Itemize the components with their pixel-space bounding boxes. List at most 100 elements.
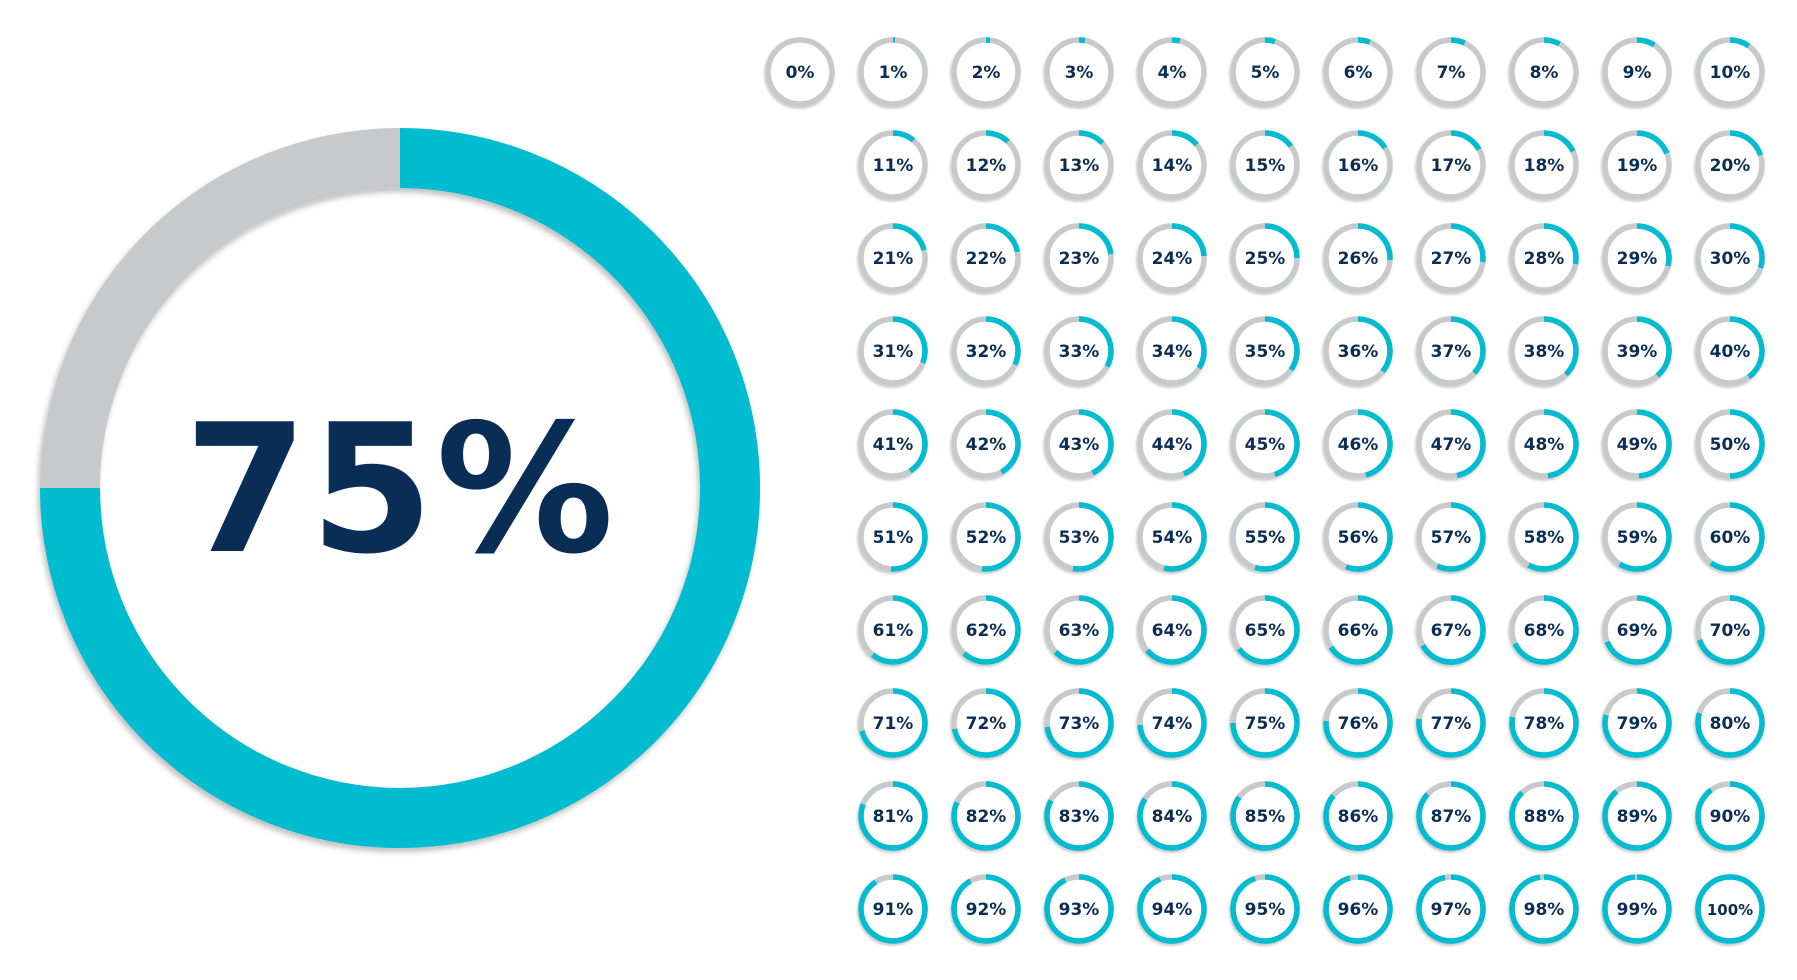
progress-indicator [1695, 688, 1765, 758]
progress-indicator-arc [1604, 595, 1672, 665]
progress-indicator-label: 26% [1338, 249, 1379, 269]
progress-indicator [1230, 130, 1300, 200]
progress-indicator-label: 53% [1059, 528, 1100, 548]
progress-indicator-label: 32% [966, 342, 1007, 362]
progress-indicator [1323, 688, 1393, 758]
progress-indicator-arc [1602, 874, 1672, 944]
progress-indicator [1137, 502, 1207, 572]
progress-indicator [1416, 781, 1486, 851]
progress-indicator [1323, 316, 1393, 386]
progress-indicator-label: 70% [1710, 621, 1751, 641]
progress-indicator [1044, 130, 1114, 200]
progress-indicator-arc [1450, 223, 1486, 263]
progress-indicator-label: 2% [972, 63, 1001, 83]
progress-indicator [1323, 874, 1393, 944]
progress-indicator-arc [1527, 502, 1579, 572]
progress-indicator [1602, 130, 1672, 200]
progress-indicator-label: 98% [1524, 900, 1565, 920]
progress-indicator [858, 130, 928, 200]
progress-indicator-arc [1137, 874, 1207, 944]
progress-indicator [1137, 223, 1207, 293]
main-progress-arc [40, 128, 760, 848]
progress-indicator-arc [1416, 874, 1486, 944]
progress-indicator [1230, 502, 1300, 572]
progress-indicator-arc [1729, 316, 1765, 380]
progress-indicator-arc [1509, 781, 1579, 851]
progress-indicator [1509, 595, 1579, 665]
progress-indicator [951, 874, 1021, 944]
progress-indicator-arc [859, 688, 928, 758]
progress-indicator [1323, 223, 1393, 293]
progress-indicator-arc [1618, 502, 1672, 572]
progress-indicator-arc [985, 409, 1021, 475]
progress-indicator-arc [1264, 223, 1300, 259]
progress-indicator-label: 30% [1710, 249, 1751, 269]
progress-indicator [858, 595, 928, 665]
progress-indicator-label: 12% [966, 156, 1007, 176]
progress-indicator-label: 82% [966, 807, 1007, 827]
progress-indicator [1509, 781, 1579, 851]
progress-indicator [1416, 130, 1486, 200]
progress-indicator-arc [985, 316, 1021, 366]
progress-indicator-label: 96% [1338, 900, 1379, 920]
progress-indicator-label: 49% [1617, 435, 1658, 455]
progress-indicator-arc [1044, 874, 1114, 944]
main-progress-label: 75% [184, 386, 616, 593]
progress-indicator-arc [985, 130, 1010, 144]
progress-indicator [1695, 223, 1765, 293]
progress-indicator [1602, 595, 1672, 665]
progress-indicator-arc [892, 130, 916, 143]
progress-indicator [1695, 874, 1765, 944]
progress-indicator [951, 688, 1021, 758]
progress-indicator-arc [1137, 781, 1207, 851]
progress-indicator [1137, 781, 1207, 851]
progress-indicator-arc [1264, 316, 1300, 372]
progress-indicator-arc [1357, 316, 1393, 374]
progress-indicator [1044, 316, 1114, 386]
progress-indicator [1044, 223, 1114, 293]
progress-indicator-arc [1236, 595, 1300, 665]
progress-indicator-label: 93% [1059, 900, 1100, 920]
progress-indicator [1602, 502, 1672, 572]
progress-indicator-arc [1636, 223, 1672, 267]
progress-indicator-arc [1543, 223, 1579, 265]
progress-indicator-arc [1078, 223, 1114, 255]
progress-indicator-label: 38% [1524, 342, 1565, 362]
progress-indicator [1230, 223, 1300, 293]
progress-indicator-label: 37% [1431, 342, 1472, 362]
progress-indicator-label: 39% [1617, 342, 1658, 362]
progress-indicator-label: 34% [1152, 342, 1193, 362]
progress-indicator-arc [890, 502, 928, 572]
progress-indicator-arc [1543, 316, 1579, 377]
progress-indicator [1137, 874, 1207, 944]
progress-indicator-label: 21% [873, 249, 914, 269]
progress-indicator-arc [1171, 223, 1207, 257]
progress-indicator [1044, 781, 1114, 851]
progress-indicator-label: 95% [1245, 900, 1286, 920]
progress-indicator-arc [1636, 130, 1670, 155]
progress-indicator-arc [985, 223, 1021, 253]
progress-indicator-label: 25% [1245, 249, 1286, 269]
progress-indicator-label: 62% [966, 621, 1007, 641]
progress-indicator [1416, 223, 1486, 293]
progress-indicator-label: 11% [873, 156, 914, 176]
progress-indicator-arc [1357, 130, 1388, 150]
progress-indicator [1695, 37, 1765, 107]
progress-indicator [858, 874, 928, 944]
progress-indicator [1230, 781, 1300, 851]
progress-indicator-label: 58% [1524, 528, 1565, 548]
progress-indicator-arc [1264, 130, 1294, 148]
progress-indicator [1044, 874, 1114, 944]
progress-indicator-label: 100% [1707, 901, 1753, 919]
progress-indicator-label: 80% [1710, 714, 1751, 734]
progress-indicator [1509, 502, 1579, 572]
progress-indicator-label: 97% [1431, 900, 1472, 920]
progress-indicator [1230, 595, 1300, 665]
progress-indicator [1509, 688, 1579, 758]
progress-indicator-label: 23% [1059, 249, 1100, 269]
progress-indicator [858, 37, 928, 107]
progress-indicator [1602, 223, 1672, 293]
progress-indicator-label: 19% [1617, 156, 1658, 176]
progress-indicator-label: 61% [873, 621, 914, 641]
